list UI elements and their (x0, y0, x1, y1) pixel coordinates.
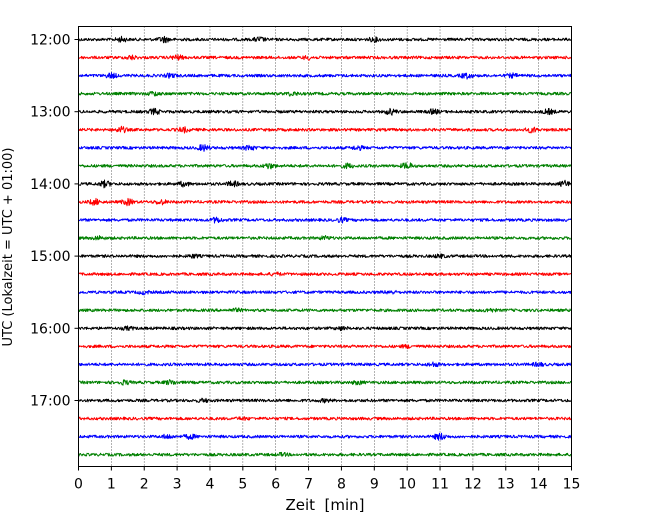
trace-line (78, 361, 572, 368)
vertical-gridlines (111, 26, 539, 467)
trace-line (78, 35, 572, 44)
x-tick-label: 7 (304, 477, 313, 493)
trace-line (78, 234, 572, 241)
trace-line (78, 451, 572, 457)
plot-frame (78, 26, 572, 467)
trace-line (78, 253, 572, 260)
trace-line (78, 271, 572, 277)
x-tick-label: 8 (337, 477, 346, 493)
trace-line (78, 325, 572, 332)
trace-line (78, 397, 572, 404)
y-tick-label: 12:00 (30, 33, 70, 49)
x-tick-label: 2 (140, 477, 149, 493)
x-tick-label: 6 (271, 477, 280, 493)
trace-line (78, 379, 572, 386)
y-tick-label: 15:00 (30, 249, 70, 265)
x-tick-label: 1 (107, 477, 116, 493)
x-tick-label: 5 (238, 477, 247, 493)
y-tick-label: 17:00 (30, 394, 70, 410)
x-axis-label: Zeit [min] (285, 496, 364, 514)
trace-line (78, 91, 572, 97)
y-tick-label: 14:00 (30, 177, 70, 193)
y-axis-label: UTC (Lokalzeit = UTC + 01:00) (1, 148, 16, 347)
x-tick-label: 9 (370, 477, 379, 493)
x-tick-label: 14 (530, 477, 548, 493)
x-tick-label: 11 (431, 477, 449, 493)
trace-line (78, 432, 572, 441)
y-tick-label: 16:00 (30, 321, 70, 337)
y-axis-ticks: 12:00 13:00 14:00 15:00 16:00 17:00 (30, 33, 79, 410)
trace-line (78, 307, 572, 313)
trace-line (78, 179, 572, 189)
x-tick-label: 10 (398, 477, 416, 493)
trace-line (78, 162, 572, 170)
x-axis-ticks: 0 1 2 3 4 5 6 7 8 9 10 11 12 13 14 15 (74, 466, 581, 493)
x-tick-label: 0 (74, 477, 83, 493)
x-tick-label: 15 (563, 477, 581, 493)
trace-line (78, 125, 572, 134)
x-tick-label: 13 (497, 477, 515, 493)
x-tick-label: 12 (464, 477, 482, 493)
trace-line (78, 54, 572, 61)
trace-line (78, 216, 572, 224)
trace-line (78, 72, 572, 80)
x-tick-label: 3 (173, 477, 182, 493)
trace-line (78, 289, 572, 296)
trace-line (78, 197, 572, 207)
trace-line (78, 144, 572, 152)
seismic-traces (78, 35, 572, 457)
trace-line (78, 416, 572, 421)
y-tick-label: 13:00 (30, 105, 70, 121)
trace-line (78, 343, 572, 350)
x-tick-label: 4 (206, 477, 215, 493)
trace-line (78, 107, 572, 116)
